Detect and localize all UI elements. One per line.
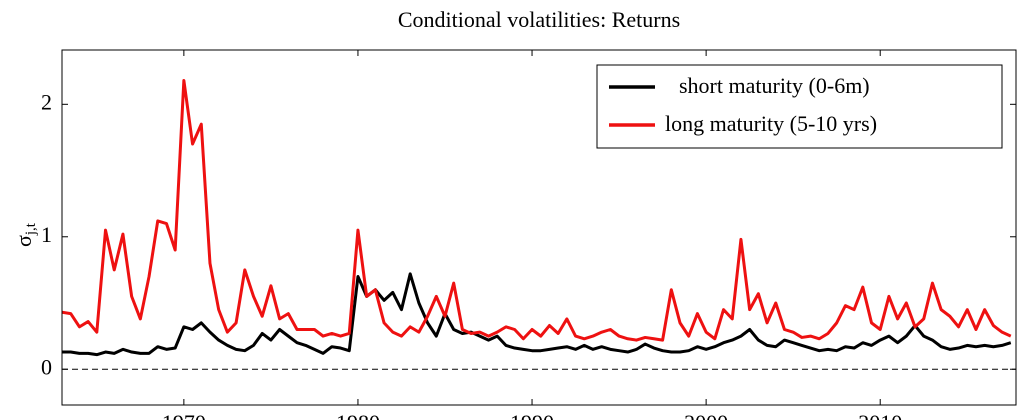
- y-tick-label: 0: [41, 354, 52, 379]
- y-tick-label: 2: [41, 89, 52, 114]
- x-tick-label: 2000: [684, 410, 728, 420]
- y-axis-label: σj,t: [11, 222, 39, 247]
- series-line: [62, 78, 1012, 342]
- plot-frame: [61, 49, 1017, 406]
- y-axis-label-main: σ: [11, 235, 36, 247]
- series-line: [62, 272, 1012, 357]
- legend-label: long maturity (5-10 yrs): [665, 111, 877, 136]
- x-tick-label: 1970: [162, 410, 206, 420]
- x-tick-label: 2010: [858, 410, 902, 420]
- legend: short maturity (0-6m) long maturity (5-10…: [596, 64, 1003, 149]
- y-tick-label: 1: [41, 222, 52, 247]
- legend-box: [596, 64, 1003, 149]
- x-tick-label: 1990: [510, 410, 554, 420]
- y-axis-label-sub: j,t: [23, 222, 39, 236]
- chart-title: Conditional volatilities: Returns: [398, 7, 680, 32]
- legend-label: short maturity (0-6m): [679, 73, 870, 98]
- x-tick-label: 1980: [336, 410, 380, 420]
